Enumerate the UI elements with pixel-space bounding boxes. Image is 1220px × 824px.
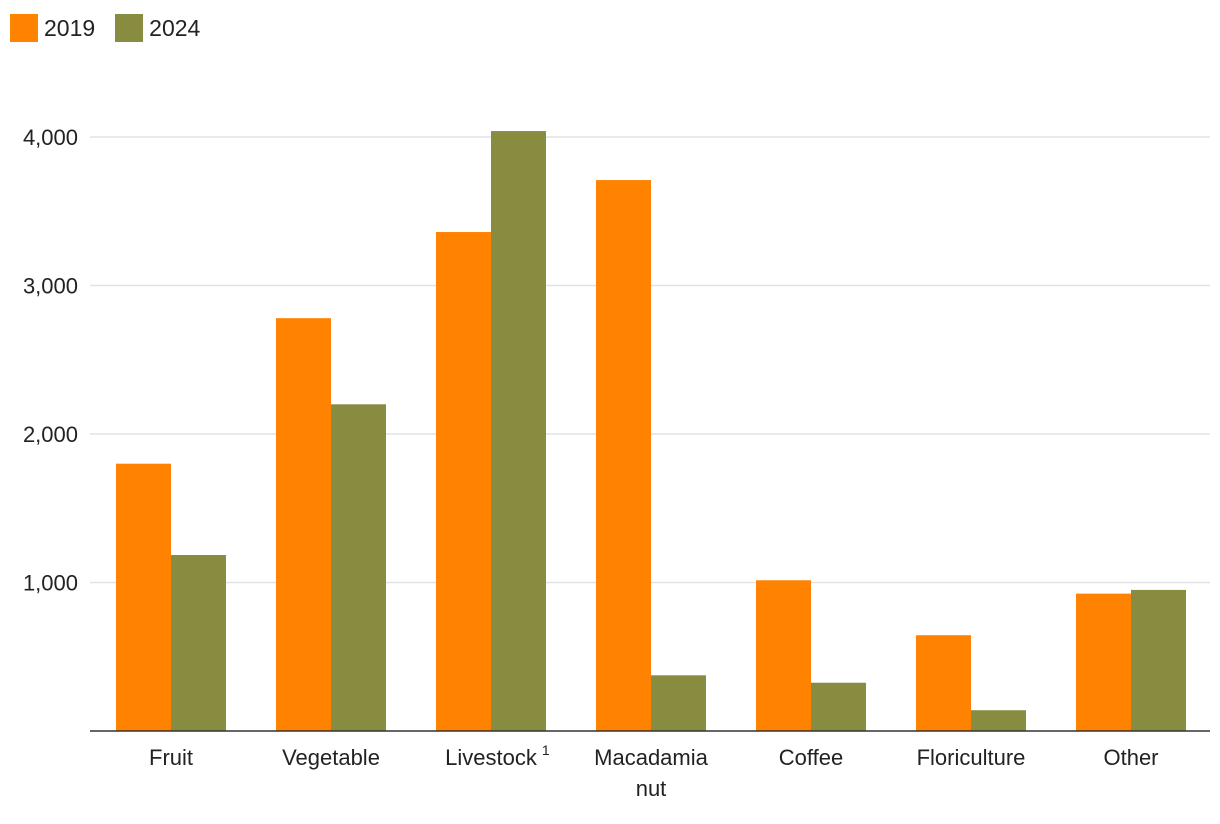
x-tick-label-line: Fruit: [149, 745, 193, 770]
x-tick-label: Floriculture: [917, 745, 1026, 770]
legend: 2019 2024: [10, 14, 220, 42]
legend-item-2024: 2024: [115, 14, 200, 42]
x-tick-label: Vegetable: [282, 745, 380, 770]
x-tick-label: Macadamia nut: [594, 745, 708, 801]
x-tick-label-line: Livestock: [445, 745, 538, 770]
y-axis: 1,000 2,000 3,000 4,000: [23, 125, 78, 596]
footnote-marker: 1: [542, 742, 550, 758]
bar-2024-livestock: [491, 131, 546, 731]
x-axis: Fruit Vegetable Livestock 1 Macadamia nut Coff…: [90, 730, 1210, 801]
legend-swatch-2019: [10, 14, 38, 42]
y-tick-label: 4,000: [23, 125, 78, 150]
y-tick-label: 1,000: [23, 571, 78, 596]
x-tick-label: Other: [1103, 745, 1158, 770]
x-tick-label: Livestock: [445, 745, 538, 770]
bar-2024-other: [1131, 589, 1186, 731]
x-tick-label: Fruit: [149, 745, 193, 770]
bar-2024-vegetable: [331, 404, 386, 731]
x-tick-label-line: Coffee: [779, 745, 843, 770]
bar-2024-floriculture: [971, 710, 1026, 731]
y-tick-label: 2,000: [23, 422, 78, 447]
legend-label-2024: 2024: [149, 15, 201, 41]
y-tick-label: 3,000: [23, 274, 78, 299]
legend-label-2019: 2019: [44, 15, 96, 41]
bar-2019-macadamia-nut: [596, 180, 651, 731]
legend-swatch-2024: [115, 14, 144, 42]
bar-2024-macadamia-nut: [651, 675, 706, 731]
bar-2019-livestock: [436, 232, 491, 732]
x-tick-label: Coffee: [779, 745, 843, 770]
bar-2024-coffee: [811, 682, 866, 731]
bar-2019-floriculture: [916, 635, 971, 731]
x-tick-label-line: Floriculture: [917, 745, 1026, 770]
bar-2024-fruit: [171, 555, 226, 731]
bars: [116, 131, 1186, 732]
x-tick-label-line: Other: [1103, 745, 1158, 770]
bar-2019-vegetable: [276, 318, 331, 731]
bar-2019-coffee: [756, 580, 811, 731]
x-tick-label-line: Macadamia: [594, 745, 708, 770]
x-tick-label-line: Vegetable: [282, 745, 380, 770]
legend-item-2019: 2019: [10, 14, 95, 42]
bar-2019-fruit: [116, 463, 171, 731]
bar-2019-other: [1076, 593, 1131, 731]
x-tick-label-line: nut: [636, 776, 667, 801]
